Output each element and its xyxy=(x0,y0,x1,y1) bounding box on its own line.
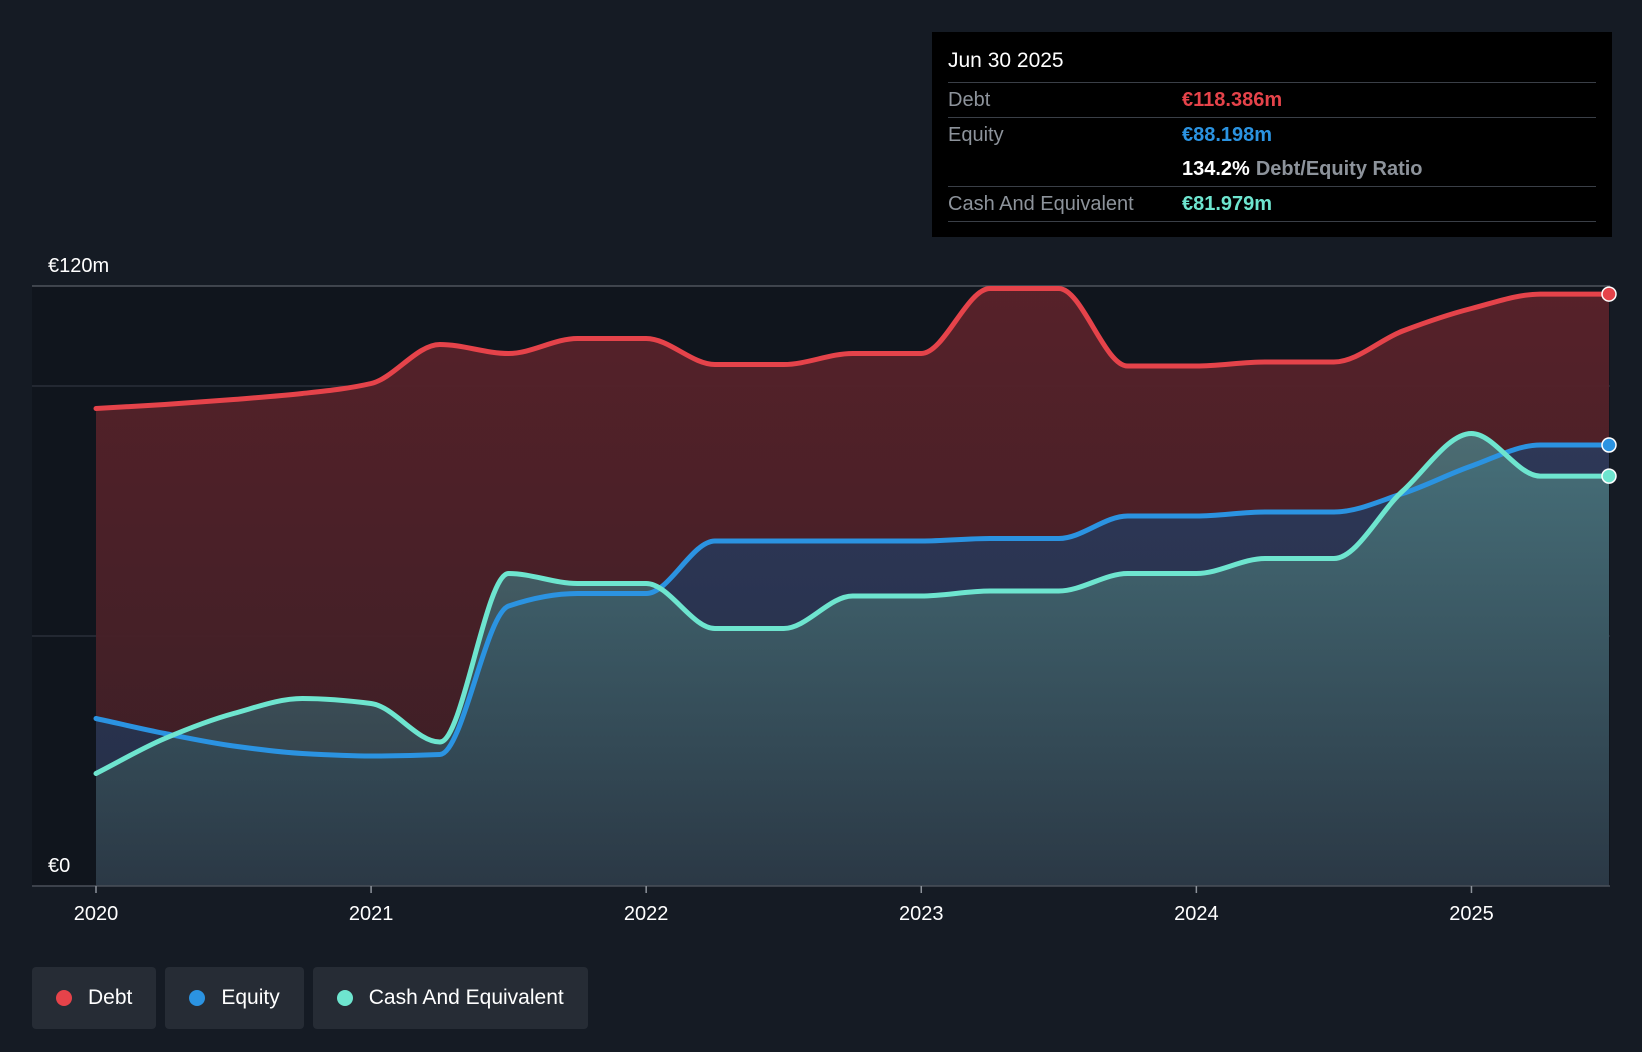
tooltip-cash-value: €81.979m xyxy=(1182,193,1273,215)
equity-end-marker[interactable] xyxy=(1601,437,1617,453)
cash-dot-icon xyxy=(336,990,353,1006)
debt-line xyxy=(93,285,1612,411)
tooltip-cash-label: Cash And Equivalent xyxy=(948,193,1134,215)
tooltip-debt-label: Debt xyxy=(948,89,991,111)
tooltip: Jun 30 2025 Debt €118.386m Equity €88.19… xyxy=(932,32,1612,237)
x-tick-label: 2021 xyxy=(349,903,394,925)
legend: Debt Equity Cash And Equivalent xyxy=(32,967,588,1029)
end-markers xyxy=(1601,286,1617,484)
tooltip-equity-label: Equity xyxy=(948,124,1004,146)
tooltip-row-debt: Debt €118.386m xyxy=(948,83,1596,118)
equity-dot-icon xyxy=(189,990,206,1006)
tooltip-row-cash: Cash And Equivalent €81.979m xyxy=(948,187,1596,222)
x-tick-label: 2023 xyxy=(899,903,944,925)
legend-label-equity: Equity xyxy=(221,986,280,1009)
y-tick-label: €0 xyxy=(48,855,70,877)
tooltip-equity-value: €88.198m xyxy=(1182,124,1273,146)
tooltip-ratio-label: Debt/Equity Ratio xyxy=(1255,158,1423,180)
debt-end-marker[interactable] xyxy=(1601,286,1617,302)
tooltip-debt-value: €118.386m xyxy=(1182,89,1283,111)
y-tick-label: €120m xyxy=(48,255,109,277)
tooltip-date: Jun 30 2025 xyxy=(948,46,1596,83)
cash-end-marker[interactable] xyxy=(1601,468,1617,484)
axes: €120m €0 2020 2021 2022 2023 2024 2025 xyxy=(32,255,1610,925)
legend-label-cash: Cash And Equivalent xyxy=(368,986,564,1009)
equity-line xyxy=(93,442,1612,759)
debt-dot-icon xyxy=(56,990,72,1006)
legend-label-debt: Debt xyxy=(88,986,133,1009)
legend-item-debt[interactable]: Debt xyxy=(32,967,157,1029)
series-lines xyxy=(93,285,1612,776)
x-tick-label: 2020 xyxy=(74,903,119,925)
x-tick-label: 2022 xyxy=(624,903,669,925)
tooltip-row-equity: Equity €88.198m xyxy=(948,118,1596,152)
cash-line xyxy=(93,431,1612,776)
areas xyxy=(96,288,1609,886)
legend-item-cash[interactable]: Cash And Equivalent xyxy=(312,967,588,1029)
x-tick-label: 2024 xyxy=(1174,903,1219,925)
cash-area xyxy=(96,433,1609,886)
x-tick-label: 2025 xyxy=(1449,903,1494,925)
tooltip-row-ratio: 134.2% Debt/Equity Ratio xyxy=(948,152,1596,187)
legend-item-equity[interactable]: Equity xyxy=(165,967,304,1029)
tooltip-ratio-value: 134.2% xyxy=(1182,158,1250,180)
